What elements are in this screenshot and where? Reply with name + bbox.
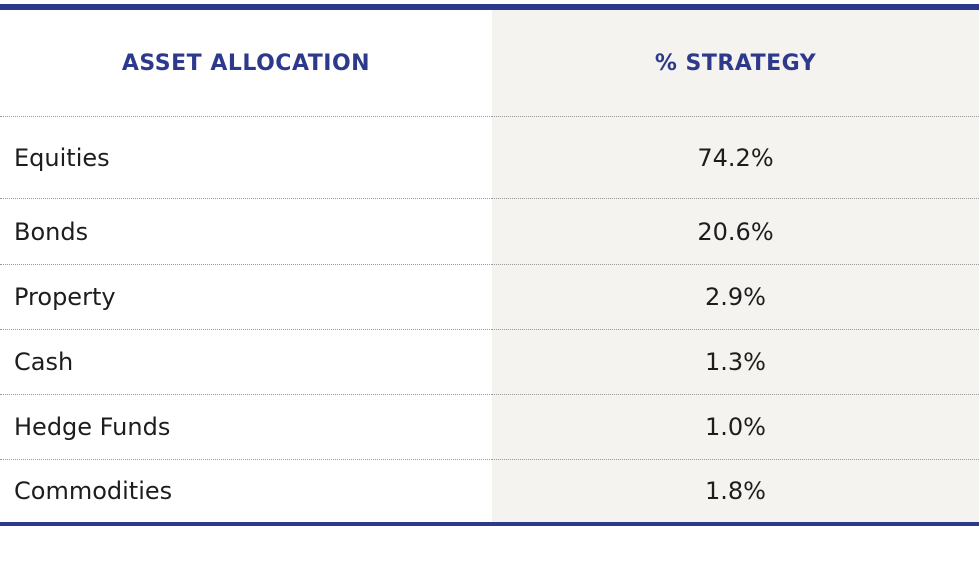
table-row: Property 2.9%: [0, 264, 979, 330]
allocation-table: ASSET ALLOCATION % STRATEGY Equities 74.…: [0, 10, 979, 522]
table-row: Commodities 1.8%: [0, 459, 979, 522]
row-asset-name: Bonds: [0, 198, 492, 265]
asset-allocation-table: ASSET ALLOCATION % STRATEGY Equities 74.…: [0, 4, 979, 526]
row-asset-name: Cash: [0, 329, 492, 395]
row-asset-value: 1.0%: [492, 394, 979, 460]
table-row: Cash 1.3%: [0, 329, 979, 395]
table-header-row: ASSET ALLOCATION % STRATEGY: [0, 10, 979, 117]
row-asset-value: 1.3%: [492, 329, 979, 395]
table-row: Equities 74.2%: [0, 116, 979, 199]
row-asset-value: 2.9%: [492, 264, 979, 330]
table-bottom-rule: [0, 522, 979, 526]
header-asset-allocation: ASSET ALLOCATION: [0, 10, 492, 117]
row-asset-name: Hedge Funds: [0, 394, 492, 460]
row-asset-value: 20.6%: [492, 198, 979, 265]
table-row: Bonds 20.6%: [0, 198, 979, 265]
table-top-rule: [0, 4, 979, 10]
row-asset-name: Equities: [0, 116, 492, 199]
row-asset-value: 1.8%: [492, 459, 979, 522]
table-row: Hedge Funds 1.0%: [0, 394, 979, 460]
row-asset-name: Property: [0, 264, 492, 330]
row-asset-name: Commodities: [14, 477, 173, 505]
row-asset-value: 74.2%: [492, 116, 979, 199]
header-percent-strategy: % STRATEGY: [492, 10, 979, 117]
